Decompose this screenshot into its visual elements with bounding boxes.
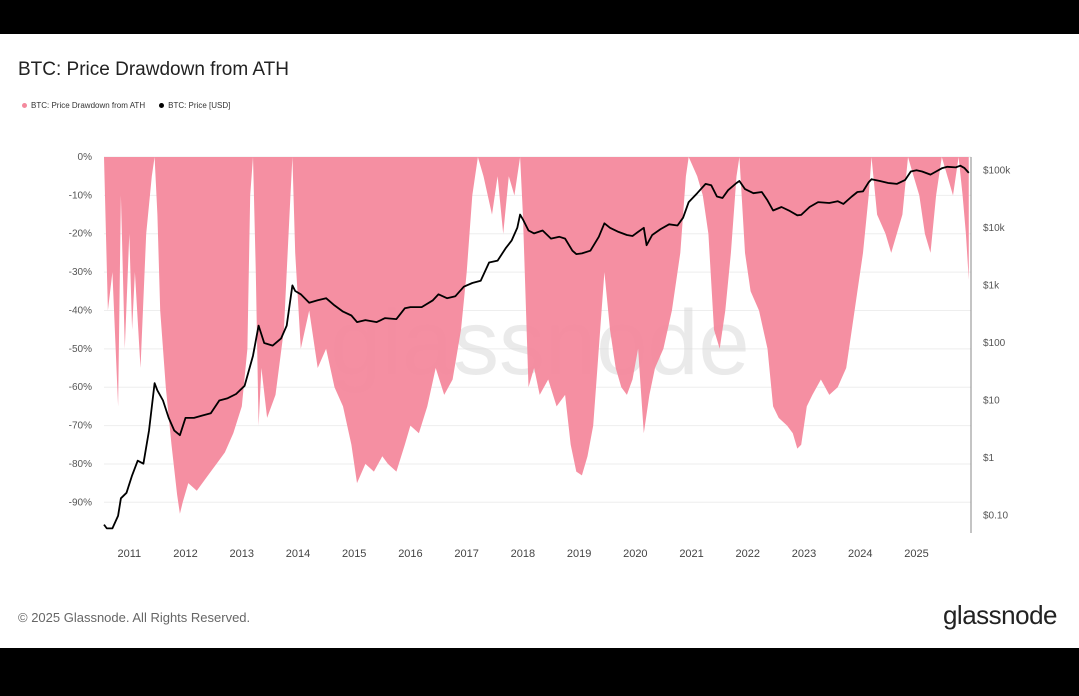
x-tick-label: 2014 (286, 548, 310, 560)
legend-label-price: BTC: Price [USD] (168, 101, 231, 110)
chart-title: BTC: Price Drawdown from ATH (18, 59, 289, 80)
y-right-tick-label: $1 (983, 453, 995, 464)
y-right-tick-label: $1k (983, 280, 1000, 291)
y-left-tick-label: -30% (69, 267, 92, 278)
x-tick-label: 2017 (454, 548, 478, 560)
y-left-tick-label: 0% (78, 152, 93, 163)
x-tick-label: 2015 (342, 548, 366, 560)
legend: BTC: Price Drawdown from ATH BTC: Price … (22, 101, 230, 110)
price-line (103, 164, 970, 530)
x-tick-label: 2022 (736, 548, 760, 560)
copyright-text: © 2025 Glassnode. All Rights Reserved. (18, 610, 251, 625)
y-left-tick-label: -10% (69, 190, 92, 201)
y-left-tick-label: -40% (69, 305, 92, 316)
legend-swatch-price (159, 103, 165, 108)
drawdown-area (104, 157, 969, 514)
legend-swatch-drawdown (22, 103, 27, 108)
y-left-tick-label: -70% (69, 421, 92, 432)
y-left-tick-label: -90% (69, 497, 92, 508)
y-right-tick-label: $10k (983, 223, 1006, 234)
y-right-tick-label: $100k (983, 165, 1011, 176)
y-right-tick-label: $10 (983, 396, 1000, 407)
x-tick-label: 2025 (904, 548, 928, 560)
x-tick-label: 2012 (173, 548, 197, 560)
chart-svg: 0%-10%-20%-30%-40%-50%-60%-70%-80%-90%gl… (69, 152, 1012, 560)
legend-item-drawdown[interactable]: BTC: Price Drawdown from ATH (22, 101, 145, 110)
y-right-tick-label: $100 (983, 338, 1006, 349)
x-tick-label: 2018 (511, 548, 535, 560)
x-tick-label: 2019 (567, 548, 591, 560)
x-tick-label: 2023 (792, 548, 816, 560)
y-left-tick-label: -20% (69, 229, 92, 240)
y-left-tick-label: -60% (69, 382, 92, 393)
x-tick-label: 2020 (623, 548, 647, 560)
y-left-tick-label: -80% (69, 459, 92, 470)
x-tick-label: 2021 (679, 548, 703, 560)
x-tick-label: 2016 (398, 548, 422, 560)
chart-card: BTC: Price Drawdown from ATH BTC: Price … (0, 34, 1079, 648)
y-left-tick-label: -50% (69, 344, 92, 355)
y-right-tick-label: $0.10 (983, 511, 1008, 522)
legend-item-price[interactable]: BTC: Price [USD] (159, 101, 230, 110)
x-tick-label: 2013 (230, 548, 254, 560)
x-tick-label: 2011 (117, 548, 141, 560)
glassnode-logo: glassnode (942, 600, 1058, 630)
x-tick-label: 2024 (848, 548, 872, 560)
legend-label-drawdown: BTC: Price Drawdown from ATH (31, 101, 146, 110)
